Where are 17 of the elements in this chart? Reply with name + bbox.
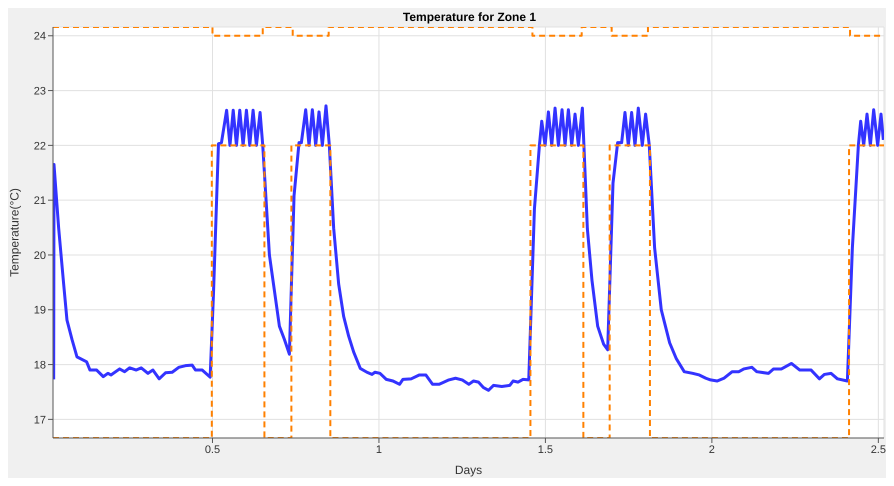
x-axis-title: Days — [454, 463, 482, 477]
y-tick-label: 22 — [34, 140, 46, 152]
y-tick-label: 23 — [34, 85, 46, 98]
x-tick-label: 1.5 — [538, 444, 554, 456]
x-tick-label: 2.5 — [870, 444, 886, 456]
line-series — [53, 104, 884, 392]
y-tick-label: 21 — [34, 195, 46, 208]
y-axis-title: Temperature(°C) — [7, 188, 22, 277]
y-tick-label: 20 — [34, 250, 46, 262]
y-tick-label: 17 — [34, 414, 46, 426]
chart-title: Temperature for Zone 1 — [402, 10, 538, 24]
y-tick-label: 18 — [34, 359, 46, 372]
y-tick-label: 19 — [34, 304, 46, 317]
y-tick-label: 24 — [34, 30, 46, 43]
x-tick-label: 2 — [708, 444, 715, 456]
x-tick-label: 0.5 — [204, 444, 220, 456]
x-tick-label: 1 — [376, 444, 382, 456]
